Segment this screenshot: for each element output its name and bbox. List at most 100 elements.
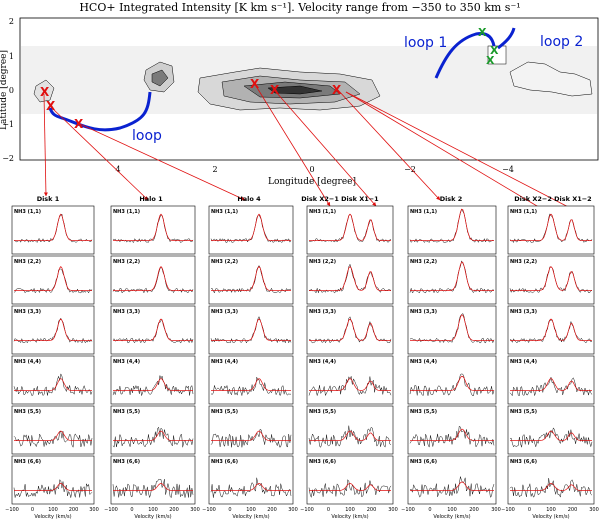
panel-label: NH3 (2,2) [309, 259, 336, 265]
spectrum-panel [208, 455, 294, 505]
spectrum-trace [13, 268, 93, 294]
spectrum-panel [208, 355, 294, 405]
spectrum-panel [11, 355, 95, 405]
velocity-tick: 200 [69, 507, 79, 513]
spectrum-panel [208, 305, 294, 355]
velocity-tick: 300 [589, 507, 599, 513]
velocity-tick: 100 [148, 507, 158, 513]
spectrum-fit [211, 430, 291, 441]
spectrum-trace [308, 375, 392, 397]
spectrum-fit [14, 266, 92, 291]
spectrum-fit [410, 314, 494, 341]
panel-label: NH3 (1,1) [14, 209, 41, 215]
spectrum-panel [306, 355, 394, 405]
svg-text:−2: −2 [404, 165, 416, 174]
spectrum-panel [208, 405, 294, 455]
panel-label: NH3 (4,4) [510, 359, 537, 365]
map-panel: HCO+ Integrated Intensity [K km s⁻¹]. Ve… [0, 1, 599, 213]
panel-label: NH3 (5,5) [211, 409, 238, 415]
panel-label: NH3 (4,4) [14, 359, 41, 365]
spectrum-fit [211, 318, 291, 341]
spectrum-fit [14, 483, 92, 491]
spectrum-fit [510, 378, 592, 391]
svg-text:0: 0 [309, 165, 314, 174]
column-header-2: Halo 1 [139, 195, 163, 203]
velocity-tick: 0 [130, 507, 133, 513]
spectrum-trace [112, 319, 194, 344]
velocity-tick: 300 [288, 507, 298, 513]
velocity-tick: 200 [169, 507, 179, 513]
velocity-tick: −100 [501, 507, 515, 513]
spectrum-fit [309, 430, 391, 441]
spectrum-panel [407, 355, 497, 405]
velocity-label: Velocity (km/s) [34, 514, 71, 520]
map-xlabel: Longitude [degree] [268, 177, 356, 187]
spectrum-fit [510, 483, 592, 491]
velocity-label: Velocity (km/s) [232, 514, 269, 520]
velocity-tick: 100 [345, 507, 355, 513]
spectrum-fit [14, 430, 92, 441]
spectrum-trace [509, 478, 593, 498]
spectrum-trace [112, 426, 194, 448]
velocity-tick: 100 [546, 507, 556, 513]
velocity-tick: 300 [190, 507, 200, 513]
velocity-label: Velocity (km/s) [331, 514, 368, 520]
svg-text:2: 2 [9, 17, 14, 26]
spectrum-fit [113, 266, 193, 291]
green-x-1: X [478, 26, 487, 39]
velocity-tick: 200 [267, 507, 277, 513]
spectrum-panel [507, 355, 595, 405]
spectrum-trace [13, 431, 93, 449]
panel-label: NH3 (5,5) [309, 409, 336, 415]
spectrum-trace [509, 213, 593, 244]
spectrum-trace [112, 375, 194, 396]
map-yticks: 2 1 0 −1 −2 [2, 17, 14, 163]
panel-label: NH3 (1,1) [113, 209, 140, 215]
spectrum-fit [510, 213, 592, 241]
velocity-tick: 300 [491, 507, 501, 513]
panel-label: NH3 (1,1) [309, 209, 336, 215]
spectrum-panel [11, 305, 95, 355]
spectrum-trace [409, 313, 495, 344]
spectrum-trace [210, 265, 292, 294]
spectrum-trace [13, 317, 93, 344]
x-marker-halo1: X [46, 99, 56, 113]
spectrum-panel [306, 405, 394, 455]
velocity-label: Velocity (km/s) [433, 514, 470, 520]
spectrum-fit [410, 481, 494, 491]
red-x-markers: X X X X X X [40, 77, 342, 131]
column-header-4: Disk X2−1 Disk X1−1 [301, 195, 379, 203]
velocity-tick: −100 [104, 507, 118, 513]
velocity-tick: 100 [48, 507, 58, 513]
panel-label: NH3 (6,6) [510, 459, 537, 465]
contour-region-left [33, 61, 175, 103]
spectrum-trace [509, 319, 593, 344]
spectrum-fit [510, 318, 592, 341]
spectrum-fit [113, 378, 193, 391]
map-ylabel: Latitude [degree] [0, 50, 9, 130]
velocity-tick: 200 [568, 507, 578, 513]
panel-label: NH3 (4,4) [410, 359, 437, 365]
velocity-label: Velocity (km/s) [532, 514, 569, 520]
velocity-tick: 300 [89, 507, 99, 513]
panel-label: NH3 (1,1) [211, 209, 238, 215]
spectrum-trace [13, 373, 93, 396]
map-title: HCO+ Integrated Intensity [K km s⁻¹]. Ve… [79, 1, 520, 14]
x-marker-disk-x1: X [250, 77, 260, 91]
spectrum-fit [410, 375, 494, 391]
panel-label: NH3 (6,6) [211, 459, 238, 465]
panel-label: NH3 (6,6) [14, 459, 41, 465]
velocity-tick: 0 [428, 507, 431, 513]
spectrum-fit [113, 483, 193, 491]
velocity-tick: −100 [401, 507, 415, 513]
spectrum-trace [210, 477, 292, 498]
svg-text:−2: −2 [2, 154, 14, 163]
spectrum-trace [13, 479, 93, 498]
column-header-1: Disk 1 [37, 195, 60, 203]
panel-label: NH3 (5,5) [14, 409, 41, 415]
spectrum-fit [113, 318, 193, 341]
spectrum-panel [407, 255, 497, 305]
spectrum-fit [113, 430, 193, 441]
svg-text:0: 0 [9, 86, 14, 95]
panel-label: NH3 (2,2) [211, 259, 238, 265]
